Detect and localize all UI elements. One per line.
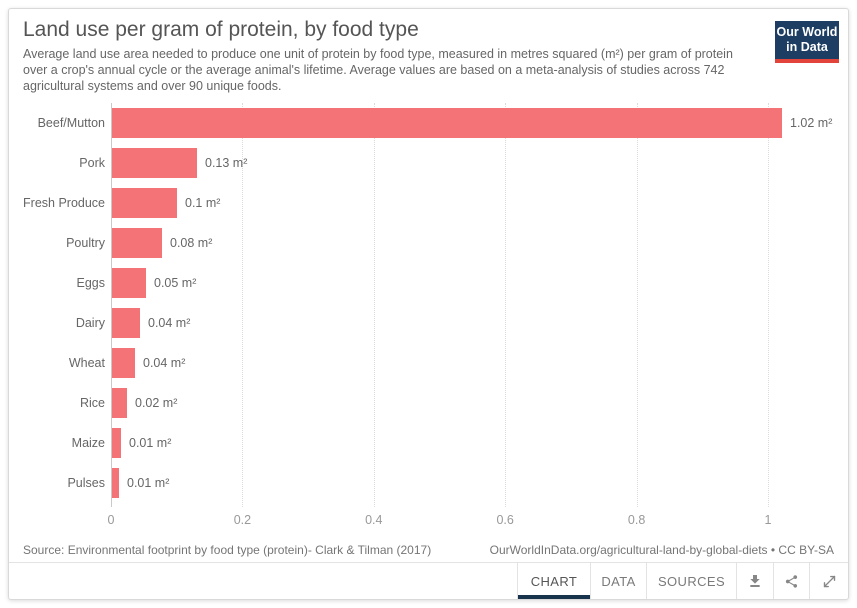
tab-sources-label: SOURCES [657,573,726,589]
gridline [505,103,507,507]
category-label: Rice [79,396,105,410]
bar[interactable] [112,468,119,498]
chart-footer: Source: Environmental footprint by food … [23,543,834,557]
x-tick-label: 0.2 [233,513,252,527]
tab-chart-label: CHART [530,573,578,589]
bar[interactable] [112,148,197,178]
category-label: Pork [79,156,105,170]
category-label: Fresh Produce [23,196,105,210]
share-button[interactable] [773,563,809,599]
chart-canvas: 0 0.2 0.4 0.6 0.8 1 Beef/Mutton 1.02 m² Pork 0.13… [9,101,848,537]
category-label: Pulses [67,476,105,490]
bar[interactable] [112,108,782,138]
axis-zero-line [111,103,112,507]
active-tab-underline [518,595,590,599]
value-label: 0.1 m² [185,196,221,210]
bar[interactable] [112,308,140,338]
owid-logo-accent-bar [775,59,839,63]
owid-logo[interactable]: Our World in Data [775,21,839,63]
download-button[interactable] [736,563,773,599]
value-label: 0.05 m² [154,276,197,290]
x-tick-label: 0 [107,513,115,527]
x-tick-label: 0.4 [365,513,383,527]
bar[interactable] [112,188,177,218]
tab-chart[interactable]: CHART [517,563,590,599]
expand-icon [823,575,835,587]
bar[interactable] [112,428,121,458]
category-label: Wheat [68,356,105,370]
source-note: Source: Environmental footprint by food … [23,543,432,557]
value-label: 0.01 m² [129,436,172,450]
download-icon [750,575,760,587]
value-label: 1.02 m² [790,116,833,130]
category-label: Dairy [75,316,105,330]
category-label: Poultry [66,236,105,250]
owid-logo-box: Our World in Data [775,21,839,59]
gridline [768,103,769,507]
value-label: 0.13 m² [205,156,248,170]
tab-data[interactable]: DATA [590,563,646,599]
bar[interactable] [112,268,146,298]
category-label: Maize [71,436,105,450]
bottom-toolbar: CHART DATA SOURCES [9,562,848,599]
owid-logo-line2: in Data [786,40,828,54]
gridline [242,103,244,507]
x-tick-label: 0.8 [627,513,646,527]
bar[interactable] [112,228,162,258]
owid-logo-line1: Our World [776,25,838,39]
x-tick-label: 1 [764,513,772,527]
value-label: 0.01 m² [127,476,170,490]
chart-frame: Land use per gram of protein, by food ty… [8,8,849,600]
share-icon [785,574,798,588]
value-label: 0.02 m² [135,396,178,410]
page-title: Land use per gram of protein, by food ty… [23,18,419,41]
gridline [636,103,638,507]
bar[interactable] [112,348,135,378]
category-label: Beef/Mutton [37,116,105,130]
gridline [373,103,375,507]
tab-sources[interactable]: SOURCES [646,563,736,599]
value-label: 0.04 m² [148,316,191,330]
bar[interactable] [112,388,127,418]
chart-subtitle: Average land use area needed to produce … [23,47,733,93]
owid-url-license[interactable]: OurWorldInData.org/agricultural-land-by-… [489,543,834,557]
category-label: Eggs [76,276,106,290]
fullscreen-button[interactable] [809,563,848,599]
value-label: 0.08 m² [170,236,213,250]
value-label: 0.04 m² [143,356,186,370]
x-tick-label: 0.6 [496,513,514,527]
tab-data-label: DATA [601,573,636,589]
